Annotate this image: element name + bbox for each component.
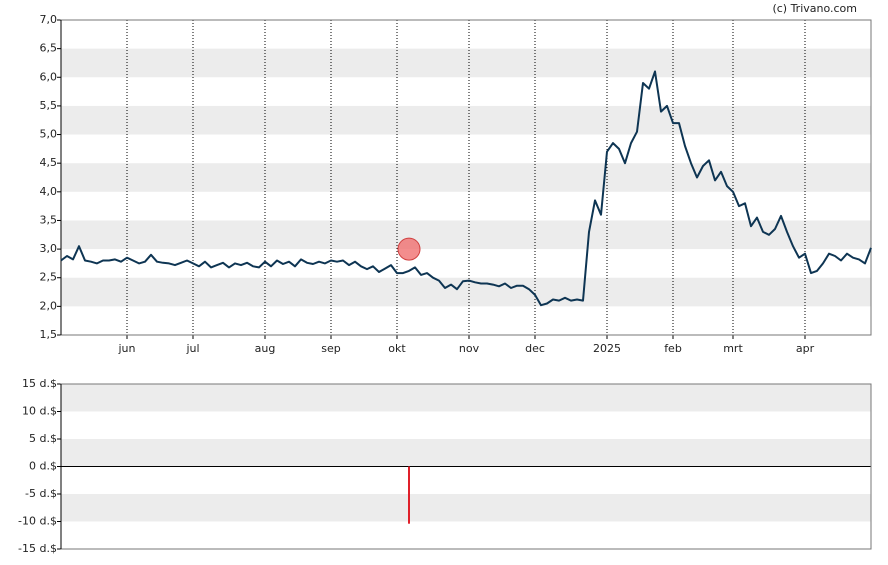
x-tick-label: jul	[185, 342, 199, 355]
y-tick-label: 0 d.$	[29, 460, 57, 473]
x-tick-label: okt	[388, 342, 406, 355]
y-tick-label: 3,5	[40, 213, 58, 226]
y-tick-label: 15 d.$	[22, 377, 57, 390]
y-tick-label: -5 d.$	[25, 487, 57, 500]
y-tick-label: 5,5	[40, 99, 58, 112]
x-tick-label: jun	[118, 342, 136, 355]
x-tick-label: feb	[664, 342, 682, 355]
y-tick-label: 4,5	[40, 156, 58, 169]
y-tick-label: 6,5	[40, 42, 58, 55]
band	[61, 439, 871, 467]
band	[61, 163, 871, 192]
band	[61, 384, 871, 412]
band	[61, 494, 871, 522]
x-tick-label: 2025	[593, 342, 621, 355]
y-tick-label: 5,0	[40, 128, 58, 141]
y-tick-label: -10 d.$	[18, 515, 57, 528]
y-tick-label: 2,0	[40, 299, 58, 312]
event-marker	[397, 237, 421, 261]
y-tick-label: 4,0	[40, 185, 58, 198]
x-tick-label: apr	[796, 342, 815, 355]
band	[61, 48, 871, 78]
credit: (c) Trivano.com	[772, 2, 857, 15]
x-tick-label: sep	[321, 342, 340, 355]
x-tick-label: mrt	[723, 342, 743, 355]
y-tick-label: -15 d.$	[18, 542, 57, 555]
y-tick-label: 6,0	[40, 70, 58, 83]
y-tick-label: 1,5	[40, 328, 58, 341]
band	[61, 220, 871, 250]
y-tick-label: 7,0	[40, 13, 58, 26]
y-tick-label: 2,5	[40, 271, 58, 284]
y-tick-label: 3,0	[40, 242, 58, 255]
y-tick-label: 5 d.$	[29, 432, 57, 445]
band	[61, 277, 871, 307]
x-tick-label: dec	[525, 342, 545, 355]
band	[61, 105, 871, 135]
x-tick-label: nov	[459, 342, 480, 355]
x-tick-label: aug	[255, 342, 276, 355]
y-tick-label: 10 d.$	[22, 405, 57, 418]
price-line	[60, 70, 872, 307]
bar	[408, 466, 410, 524]
